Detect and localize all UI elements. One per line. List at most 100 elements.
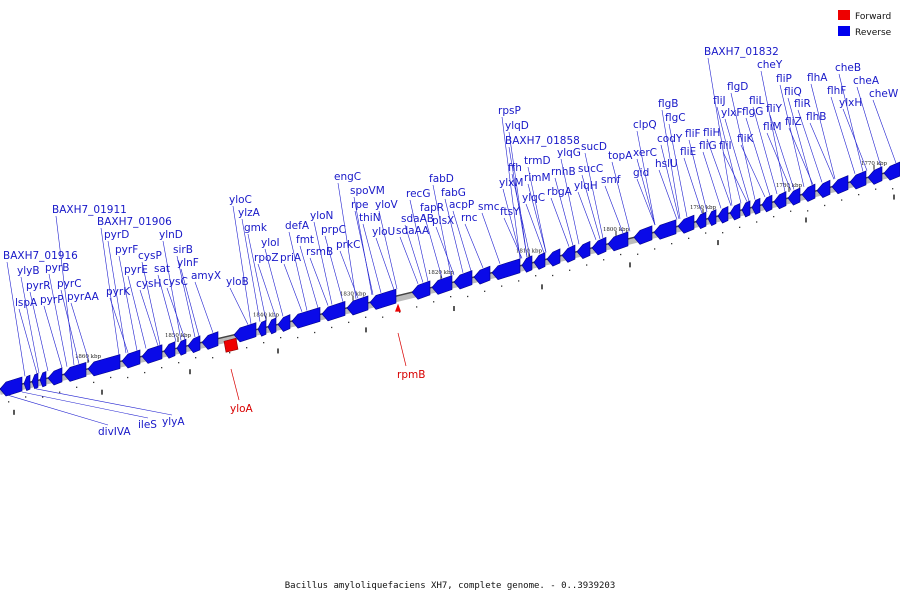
scale-label: 1790 kbp	[690, 205, 717, 211]
reverse-gene-arrow	[233, 322, 257, 343]
forward-gene-rpmB	[395, 303, 401, 312]
connector-line	[378, 210, 398, 289]
connector-line	[810, 83, 836, 180]
reverse-gene-arrow	[47, 367, 63, 386]
gene-label: defA	[285, 220, 310, 232]
connector-line	[788, 127, 814, 185]
gene-label: sat	[154, 263, 170, 275]
scale-dot	[59, 391, 61, 393]
scale-label: 1850 kbp	[165, 333, 192, 339]
reverse-gene-arrow	[187, 335, 201, 354]
scale-dot	[25, 396, 27, 398]
reverse-gene-arrow	[816, 179, 831, 198]
scale-dot	[382, 316, 384, 318]
connector-line	[176, 255, 196, 338]
gene-label: prkC	[336, 239, 360, 251]
legend-reverse-label: Reverse	[855, 28, 892, 38]
scale-dot	[739, 226, 741, 229]
connector-line	[48, 273, 68, 367]
connector-line	[432, 184, 452, 276]
gene-label: pyrE	[124, 264, 148, 276]
gene-label: ylqD	[505, 120, 529, 132]
scale-dot	[620, 253, 622, 256]
connector-line	[139, 289, 159, 346]
gene-label: yloI	[261, 237, 280, 249]
connector-line	[18, 308, 38, 374]
gene-label: rpsP	[498, 105, 521, 117]
scale-dot	[569, 269, 571, 271]
connector-line	[194, 281, 214, 333]
reverse-gene-arrow	[31, 372, 39, 390]
connector-line	[6, 261, 26, 377]
connector-line	[180, 268, 200, 337]
reverse-gene-arrow	[773, 191, 787, 210]
scale-dot	[773, 215, 775, 218]
connector-line	[43, 305, 63, 368]
scale-dot	[450, 296, 452, 298]
gene-label: fabD	[429, 173, 454, 185]
connector-line	[362, 223, 382, 293]
connector-line	[730, 92, 756, 200]
reverse-gene-arrow	[346, 295, 369, 316]
gene-label: fliJ	[713, 95, 726, 107]
scale-dot	[875, 188, 877, 190]
gene-label: spoVM	[350, 185, 385, 197]
reverse-gene-arrow	[163, 341, 176, 359]
reverse-gene-arrow	[653, 219, 677, 240]
connector-line	[324, 235, 344, 303]
legend: Forward Reverse	[838, 10, 892, 38]
connector-line	[157, 274, 177, 342]
gene-label: ylxM	[499, 177, 523, 189]
gene-label: smc	[478, 201, 500, 213]
connector-line	[353, 196, 373, 296]
connector-line	[247, 233, 267, 321]
legend-forward-label: Forward	[855, 12, 891, 22]
scale-dot	[110, 376, 112, 379]
connector-line	[706, 138, 732, 206]
reverse-gene-arrow	[831, 175, 849, 195]
gene-label: pyrF	[115, 244, 138, 256]
gene-label: flgD	[727, 81, 748, 93]
gene-label: fliF	[685, 128, 701, 140]
connector-line	[525, 203, 545, 253]
gene-label: ileS	[138, 419, 157, 431]
gene-label: acpP	[449, 199, 474, 211]
reverse-gene-arrow	[591, 236, 607, 256]
gene-label: sucC	[578, 163, 603, 175]
gene-label: fliG	[699, 140, 717, 152]
reverse-gene-arrow	[23, 374, 31, 391]
connector-line	[313, 221, 333, 305]
reverse-gene-arrow	[576, 240, 591, 260]
connector-line	[35, 388, 173, 416]
connector-line	[550, 197, 570, 247]
gene-label: fliK	[737, 133, 755, 145]
forward-gene-yloA	[223, 337, 239, 353]
gene-label: trmD	[524, 155, 551, 167]
reverse-gene-arrow	[411, 280, 431, 300]
connector-line	[21, 391, 149, 419]
scale-label: 1800 kbp	[603, 227, 630, 233]
scale-label: 1770 kbp	[861, 161, 888, 167]
gene-label: flhA	[807, 72, 828, 84]
reverse-gene-arrow	[491, 258, 521, 281]
gene-label: prpC	[321, 224, 346, 236]
gene-label: priA	[280, 252, 302, 264]
connector-line	[508, 131, 528, 258]
gene-labels: BAXH7_01916 ylyB pyrR lspA pyrP pyrB pyrCpyrAA…	[3, 46, 899, 438]
connector-line	[511, 173, 531, 257]
connector-line	[745, 117, 771, 196]
reverse-gene-arrow	[633, 225, 653, 245]
scale-dot	[416, 306, 418, 308]
connector-line	[127, 275, 147, 349]
scale-dot	[127, 376, 129, 379]
legend-reverse-swatch	[838, 26, 850, 36]
gene-label: cysP	[138, 250, 162, 262]
connector-line	[584, 152, 604, 239]
reverse-gene-arrow	[321, 301, 346, 322]
gene-label: hslU	[655, 158, 678, 170]
gene-label: sirB	[173, 244, 193, 256]
scale-dot	[195, 357, 197, 359]
gene-label: ylnF	[177, 257, 199, 269]
connector-line	[70, 302, 90, 362]
connector-line	[409, 199, 429, 282]
